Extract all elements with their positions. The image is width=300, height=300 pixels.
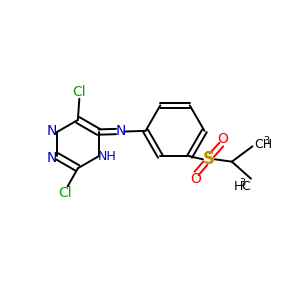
Text: S: S (203, 150, 215, 168)
Text: NH: NH (98, 150, 116, 163)
Text: Cl: Cl (73, 85, 86, 99)
Text: 3: 3 (264, 136, 270, 146)
Text: Cl: Cl (58, 186, 71, 200)
Text: H: H (233, 181, 243, 194)
Text: N: N (115, 124, 126, 138)
Text: 3: 3 (239, 178, 245, 188)
Text: CH: CH (254, 138, 272, 151)
Text: N: N (46, 151, 57, 165)
Text: O: O (217, 132, 228, 146)
Text: N: N (46, 124, 57, 138)
Text: C: C (242, 181, 250, 194)
Text: O: O (190, 172, 201, 186)
